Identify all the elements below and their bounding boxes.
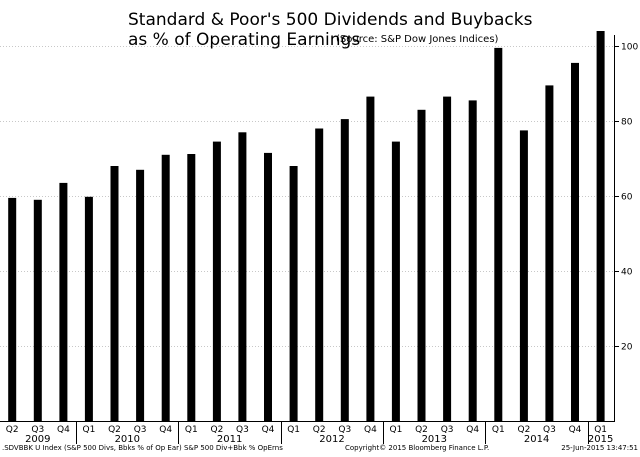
- bar-6: [161, 154, 170, 422]
- bar-13: [340, 119, 349, 421]
- x-year-label: 2013: [422, 434, 447, 445]
- x-tick-label: Q2: [313, 425, 326, 435]
- bar-1: [33, 199, 42, 422]
- x-tick-label: Q3: [236, 425, 249, 435]
- y-tick-label: 80: [621, 118, 633, 128]
- footer-index-label: .SDVBBK U Index (S&P 500 Divs, Bbks % of…: [2, 444, 283, 452]
- bar-3: [84, 196, 93, 422]
- bar-18: [468, 100, 477, 422]
- y-tick-label: 40: [621, 268, 633, 278]
- x-tick-label: Q4: [57, 425, 70, 435]
- x-axis: Q2 Q3 Q4 Q1 Q2 Q3 Q4 Q1 Q2 Q3 Q4 Q1 Q2 Q3 Q4 Q1 Q2 Q3 Q4 Q1…: [6, 421, 613, 445]
- bar-0: [8, 197, 17, 421]
- x-tick-label: Q4: [364, 425, 377, 435]
- x-tick-label: Q3: [31, 425, 44, 435]
- y-tick-label: 100: [621, 43, 638, 53]
- x-tick-label: Q1: [185, 425, 198, 435]
- x-year-label: 2014: [524, 434, 549, 445]
- x-tick-label: Q2: [415, 425, 428, 435]
- bar-2: [59, 182, 68, 421]
- x-tick-label: Q1: [287, 425, 300, 435]
- gridlines: [0, 46, 614, 347]
- x-tick-label: Q2: [6, 425, 19, 435]
- x-tick-label: Q2: [210, 425, 223, 435]
- x-tick-label: Q2: [517, 425, 530, 435]
- x-tick-label: Q4: [159, 425, 172, 435]
- x-tick-label: Q4: [466, 425, 479, 435]
- y-tick-label: 60: [621, 193, 633, 203]
- bar-7: [187, 154, 196, 421]
- bar-8: [212, 141, 221, 421]
- bar-23: [596, 31, 605, 421]
- x-tick-label: Q1: [594, 425, 607, 435]
- bar-19: [494, 47, 503, 422]
- x-tick-label: Q3: [543, 425, 556, 435]
- bar-16: [417, 109, 426, 422]
- x-tick-label: Q3: [338, 425, 351, 435]
- bar-15: [391, 141, 400, 421]
- bar-14: [366, 96, 375, 421]
- y-axis: 20 40 60 80 100: [614, 43, 638, 353]
- x-tick-label: Q4: [569, 425, 582, 435]
- footer-copyright: Copyright© 2015 Bloomberg Finance L.P.: [345, 444, 489, 452]
- bar-21: [545, 85, 554, 422]
- bar-5: [136, 169, 145, 422]
- footer-timestamp: 25-Jun-2015 13:47:51: [561, 444, 638, 452]
- x-year-label: 2015: [588, 434, 613, 445]
- chart-subtitle: (Source: S&P Dow Jones Indices): [336, 34, 499, 45]
- bar-12: [315, 128, 324, 421]
- x-tick-label: Q4: [262, 425, 275, 435]
- bar-17: [443, 96, 452, 421]
- bar-9: [238, 132, 247, 422]
- bar-10: [264, 152, 272, 421]
- x-tick-label: Q1: [82, 425, 95, 435]
- x-year-label: 2009: [25, 434, 50, 445]
- bar-11: [289, 166, 298, 421]
- bar-4: [110, 166, 119, 421]
- bar-22: [571, 62, 579, 422]
- chart-title-line2: as % of Operating Earnings: [128, 30, 360, 50]
- bar-20: [519, 130, 528, 421]
- x-tick-label: Q2: [108, 425, 121, 435]
- x-tick-label: Q1: [389, 425, 402, 435]
- x-tick-label: Q3: [134, 425, 147, 435]
- x-year-label: 2011: [217, 434, 242, 445]
- y-tick-label: 20: [621, 343, 633, 353]
- x-tick-label: Q3: [441, 425, 454, 435]
- x-tick-label: Q1: [492, 425, 505, 435]
- x-year-label: 2012: [319, 434, 344, 445]
- bars: [8, 31, 605, 422]
- chart-title: Standard & Poor's 500 Dividends and Buyb…: [128, 10, 533, 30]
- x-year-label: 2010: [115, 434, 140, 445]
